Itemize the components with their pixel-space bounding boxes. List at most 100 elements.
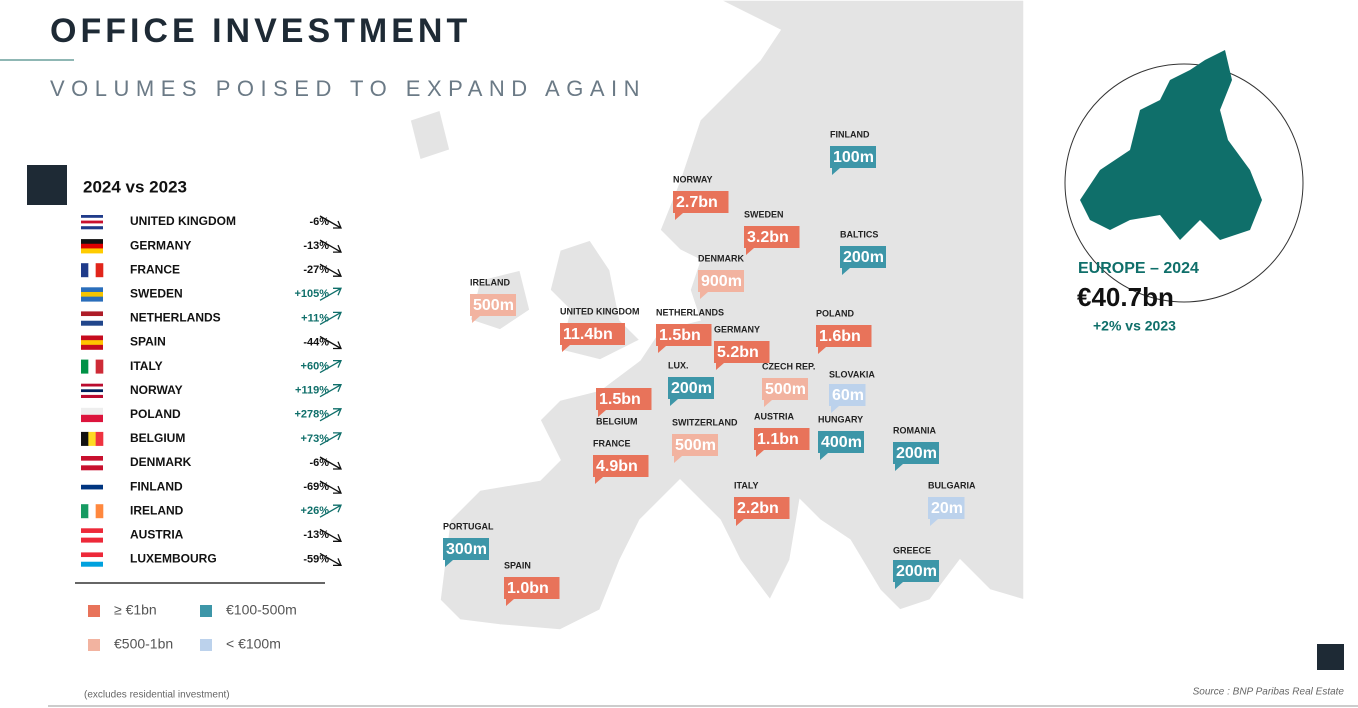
europe-label: EUROPE – 2024 <box>1078 260 1199 277</box>
callout-value: 500m <box>675 437 716 454</box>
flag <box>81 223 103 227</box>
callout-box <box>656 324 712 353</box>
country-name: SPAIN <box>130 335 166 349</box>
trend-arrow <box>319 215 342 229</box>
flag <box>88 263 96 278</box>
change-value: -13% <box>303 529 329 541</box>
change-value: +60% <box>301 361 330 373</box>
legend-label: < €100m <box>226 636 281 652</box>
country-label: BULGARIA <box>928 480 976 490</box>
flag <box>81 480 103 486</box>
country-name: BELGIUM <box>130 431 185 445</box>
flag <box>81 243 103 249</box>
flag <box>81 239 103 245</box>
corner-marker <box>1317 644 1344 670</box>
callout-box <box>840 246 886 275</box>
country-name: GERMANY <box>130 238 191 252</box>
callout-box <box>673 191 729 220</box>
callout-value: 5.2bn <box>717 344 759 361</box>
callout-box <box>443 538 489 567</box>
country-name: NETHERLANDS <box>130 311 221 325</box>
flag <box>81 537 103 543</box>
trend-arrow <box>319 359 342 374</box>
country-label: AUSTRIA <box>754 411 794 421</box>
trend-arrow <box>319 480 342 494</box>
country-label: ITALY <box>734 480 759 490</box>
flag <box>81 320 103 326</box>
flag <box>81 465 103 471</box>
callout-value: 20m <box>931 500 963 517</box>
country-name: AUSTRIA <box>130 527 184 541</box>
flag <box>81 557 103 563</box>
trend-arrow <box>319 432 342 446</box>
country-label: SPAIN <box>504 560 531 570</box>
flag <box>81 392 103 396</box>
flag <box>81 386 103 390</box>
trend-arrow <box>319 384 342 398</box>
europe-circle <box>1064 63 1304 303</box>
country-label: NORWAY <box>673 174 713 184</box>
callout-value: 300m <box>446 541 487 558</box>
callout-value: 400m <box>821 434 862 451</box>
country-name: IRELAND <box>130 503 184 517</box>
trend-arrow <box>319 263 342 277</box>
flag <box>81 456 103 461</box>
flag <box>88 504 96 519</box>
change-value: -59% <box>303 553 329 565</box>
change-value: -6% <box>309 216 329 228</box>
callout-box <box>829 384 866 413</box>
flag <box>81 383 103 387</box>
callout-value: 200m <box>843 249 884 266</box>
legend-label: ≥ €1bn <box>114 602 157 618</box>
country-name: NORWAY <box>130 383 183 397</box>
legend-swatch <box>200 639 212 651</box>
flag <box>81 344 103 350</box>
flag <box>81 489 103 495</box>
change-value: -6% <box>309 457 329 469</box>
title: OFFICE INVESTMENT <box>50 12 471 50</box>
callout-value: 200m <box>671 380 712 397</box>
country-name: POLAND <box>130 407 181 421</box>
legend-label: €500-1bn <box>114 636 173 652</box>
trend-arrow <box>319 335 342 350</box>
flag <box>81 226 103 230</box>
callout-box <box>504 577 560 606</box>
europe-change: +2% vs 2023 <box>1093 318 1176 334</box>
callout-box <box>744 226 800 255</box>
country-label: SWITZERLAND <box>672 417 738 427</box>
legend-swatch <box>88 605 100 617</box>
country-name: FINLAND <box>130 479 183 493</box>
callout-value: 1.5bn <box>599 391 641 408</box>
change-value: +278% <box>294 409 329 421</box>
country-label: UNITED KINGDOM <box>560 306 640 316</box>
trend-arrow <box>319 504 342 518</box>
callout-box <box>560 323 625 352</box>
callout-box <box>893 560 939 589</box>
callout-value: 3.2bn <box>747 229 789 246</box>
callout-value: 1.5bn <box>659 327 701 344</box>
flag <box>81 528 103 534</box>
flag <box>81 359 89 374</box>
country-label: BALTICS <box>840 229 878 239</box>
flag <box>81 561 103 567</box>
callout-box <box>816 325 872 354</box>
trend-arrow <box>319 552 342 567</box>
country-label: POLAND <box>816 308 855 318</box>
europe-total: €40.7bn <box>1077 282 1174 312</box>
change-value: +26% <box>301 505 330 517</box>
country-label: NETHERLANDS <box>656 307 724 317</box>
country-label: GREECE <box>893 545 931 555</box>
flag <box>81 532 103 538</box>
callout-box <box>830 146 876 175</box>
flag <box>81 311 103 317</box>
callout-box <box>818 431 864 460</box>
trend-arrow <box>319 456 342 470</box>
flag <box>81 389 103 393</box>
callout-value: 200m <box>896 563 937 580</box>
callout-box <box>734 497 790 526</box>
flag <box>81 220 103 224</box>
country-label: FINLAND <box>830 129 870 139</box>
change-value: -13% <box>303 240 329 252</box>
